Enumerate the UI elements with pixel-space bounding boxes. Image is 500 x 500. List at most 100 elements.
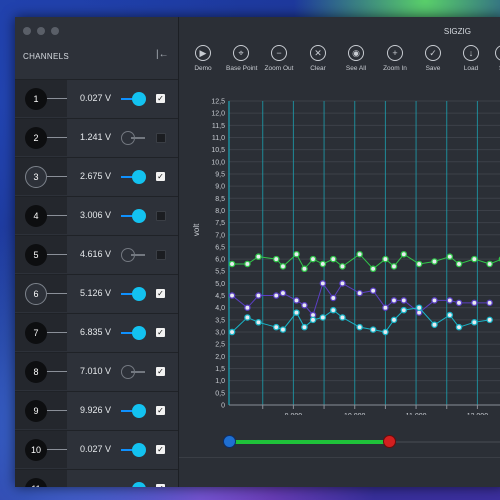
channel-voltage: 0.027 V — [80, 93, 112, 103]
channel-toggle[interactable] — [121, 365, 146, 379]
main-panel: SIGZIG ▶ Demo ⌖ Base Point − Zoom Out ✕ Clear ◉ S… — [179, 17, 500, 487]
channel-line — [29, 254, 67, 255]
channel-checkbox[interactable]: ✓ — [156, 328, 165, 337]
range-start-handle[interactable] — [223, 435, 236, 448]
y-tick-label: 5,0 — [215, 281, 225, 288]
toolbar-see-all-button[interactable]: ◉ See All — [341, 45, 371, 72]
channel-toggle[interactable] — [121, 131, 146, 145]
channel-row[interactable]: 9 9.926 V ✓ — [15, 391, 178, 430]
channel-checkbox[interactable]: ✓ — [156, 289, 165, 298]
channel-toggle[interactable] — [121, 92, 146, 106]
channel-toggle[interactable] — [121, 482, 146, 487]
channel-checkbox[interactable]: ✓ — [156, 484, 165, 487]
toolbar-zoom-in-button[interactable]: + Zoom In — [380, 45, 410, 72]
channel-toggle[interactable] — [121, 443, 146, 457]
channel-row[interactable]: 6 5.126 V ✓ — [15, 274, 178, 313]
range-end-handle[interactable] — [383, 435, 396, 448]
channel-number[interactable]: 11 — [25, 478, 47, 487]
channel-checkbox[interactable] — [156, 133, 166, 143]
toolbar-sh-button[interactable]: ↗ Sh — [488, 45, 500, 72]
data-point — [330, 306, 337, 314]
data-point — [244, 260, 251, 268]
channel-row[interactable]: 11 ✓ — [15, 469, 178, 487]
channel-toggle[interactable] — [121, 287, 146, 301]
channels-sidebar: CHANNELS |← 1 0.027 V ✓ 2 1.241 V 3 2.675 V ✓ 4 3… — [15, 17, 179, 487]
data-point — [228, 260, 236, 268]
toolbar-load-button[interactable]: ↓ Load — [456, 45, 486, 72]
channel-checkbox[interactable]: ✓ — [156, 367, 165, 376]
channel-number[interactable]: 10 — [25, 439, 47, 461]
share-icon: ↗ — [495, 45, 500, 61]
app-window: CHANNELS |← 1 0.027 V ✓ 2 1.241 V 3 2.675 V ✓ 4 3… — [15, 17, 500, 487]
channel-toggle[interactable] — [121, 209, 146, 223]
channel-row[interactable]: 3 2.675 V ✓ — [15, 157, 178, 196]
toolbar-base-point-button[interactable]: ⌖ Base Point — [226, 45, 258, 72]
toggle-knob — [132, 92, 146, 106]
channel-toggle[interactable] — [121, 326, 146, 340]
channel-number[interactable]: 2 — [25, 127, 47, 149]
channel-checkbox[interactable]: ✓ — [156, 445, 165, 454]
y-tick-label: 11,0 — [212, 135, 225, 142]
channel-voltage: 2.675 V — [80, 171, 112, 181]
collapse-left-icon[interactable]: |← — [156, 49, 169, 60]
channel-row[interactable]: 8 7.010 V ✓ — [15, 352, 178, 391]
channel-number[interactable]: 9 — [25, 400, 47, 422]
y-tick-label: 7,0 — [215, 232, 225, 239]
channel-row[interactable]: 7 6.835 V ✓ — [15, 313, 178, 352]
channel-line — [29, 332, 67, 333]
channel-checkbox[interactable]: ✓ — [156, 94, 165, 103]
channel-number[interactable]: 5 — [25, 244, 47, 266]
channel-voltage: 5.126 V — [80, 288, 112, 298]
channel-line — [29, 293, 67, 294]
data-point — [255, 253, 262, 260]
channel-row[interactable]: 1 0.027 V ✓ — [15, 79, 178, 118]
data-point — [301, 265, 308, 273]
toolbar-clear-button[interactable]: ✕ Clear — [303, 45, 333, 72]
channel-toggle[interactable] — [121, 170, 146, 184]
channel-checkbox[interactable] — [156, 211, 166, 221]
y-tick-label: 0 — [221, 403, 225, 410]
minimize-window-button[interactable] — [37, 27, 45, 35]
channel-row[interactable]: 2 1.241 V — [15, 118, 178, 157]
channel-number[interactable]: 7 — [25, 322, 47, 344]
channel-toggle[interactable] — [121, 248, 146, 262]
channel-checkbox[interactable]: ✓ — [156, 172, 165, 181]
channel-number[interactable]: 4 — [25, 205, 47, 227]
channel-number[interactable]: 6 — [25, 283, 47, 305]
series-line — [231, 282, 490, 317]
y-tick-label: 12,0 — [211, 111, 225, 118]
y-tick-label: 9,0 — [215, 184, 225, 191]
channel-row[interactable]: 4 3.006 V — [15, 196, 178, 235]
toolbar-zoom-out-button[interactable]: − Zoom Out — [264, 45, 294, 72]
data-point — [228, 292, 236, 299]
data-point — [446, 311, 454, 319]
y-tick-label: 5,5 — [215, 269, 225, 276]
close-window-button[interactable] — [23, 27, 31, 35]
channel-line — [29, 371, 67, 372]
channel-voltage: 1.241 V — [80, 132, 112, 142]
data-point — [279, 289, 287, 297]
toolbar-label: Base Point — [226, 65, 258, 72]
channel-row[interactable]: 5 4.616 V — [15, 235, 178, 274]
data-point — [400, 250, 408, 258]
toggle-track — [131, 371, 145, 373]
toolbar-demo-button[interactable]: ▶ Demo — [188, 45, 218, 72]
channel-voltage: 4.616 V — [80, 249, 112, 259]
channel-line — [29, 449, 67, 450]
toggle-knob — [121, 365, 135, 379]
toolbar-save-button[interactable]: ✓ Save — [418, 45, 448, 72]
maximize-window-button[interactable] — [51, 27, 59, 35]
y-tick-label: 9,5 — [215, 171, 225, 178]
channel-number[interactable]: 8 — [25, 361, 47, 383]
range-slider[interactable] — [179, 432, 500, 452]
channel-checkbox[interactable]: ✓ — [156, 406, 165, 415]
channel-number[interactable]: 1 — [25, 88, 47, 110]
channel-number[interactable]: 3 — [25, 166, 47, 188]
channel-row[interactable]: 10 0.027 V ✓ — [15, 430, 178, 469]
y-tick-label: 1,5 — [215, 366, 225, 373]
data-point — [255, 292, 262, 299]
data-point — [279, 326, 287, 333]
data-point — [228, 328, 236, 336]
channel-toggle[interactable] — [121, 404, 146, 418]
channel-checkbox[interactable] — [156, 250, 166, 260]
